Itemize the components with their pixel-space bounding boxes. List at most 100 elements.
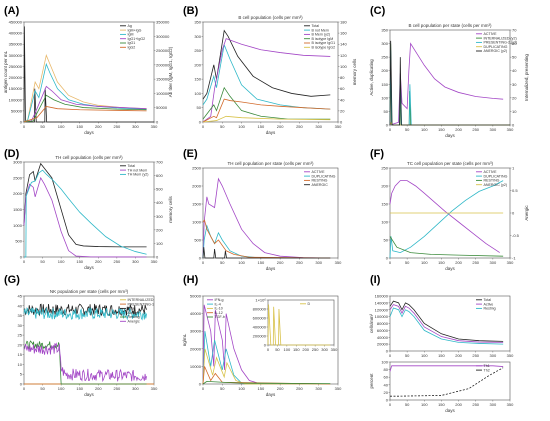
x-tick-label: 50 — [220, 124, 225, 129]
y-tick-label: 100000 — [375, 314, 389, 319]
x-axis-label: days — [445, 133, 455, 138]
series-line — [267, 304, 331, 346]
y-tick-label: 45 — [18, 294, 23, 299]
x-tick-label: 0 — [267, 347, 270, 352]
y2-tick-label: 0 — [512, 211, 515, 216]
series-line — [58, 344, 147, 385]
legend-label: Ag — [128, 24, 132, 28]
panel-label-i: (I) — [370, 274, 381, 286]
x-tick-label: 200 — [95, 124, 102, 129]
x-tick-label: 100 — [421, 127, 428, 132]
y2-tick-label: 300 — [156, 214, 163, 219]
y2-tick-label: 80 — [340, 75, 345, 80]
panel-label-c: (C) — [370, 5, 386, 17]
y-axis-label: Active, duplicating — [369, 59, 374, 96]
series-line — [23, 306, 147, 321]
x-tick-label: 0 — [23, 124, 26, 129]
y-tick-label: 1500 — [13, 207, 23, 212]
panel-label-d: (D) — [4, 148, 20, 160]
y2-tick-label: 350000 — [156, 20, 170, 25]
panel-c: B cell population per state (cells per m… — [369, 23, 529, 138]
y-tick-label: 250 — [194, 48, 201, 53]
series-line — [390, 367, 504, 397]
y-tick-label: 0 — [386, 349, 389, 354]
x-tick-label: 100 — [238, 260, 245, 265]
x-tick-label: 150 — [293, 347, 300, 352]
series-line — [23, 342, 147, 383]
chart-title: NK population per state (cells per mm³) — [50, 289, 129, 294]
x-tick-label: 150 — [76, 386, 83, 391]
y-tick-label: 150 — [381, 82, 388, 87]
x-axis-label: days — [445, 408, 455, 413]
y2-tick-label: 600 — [156, 173, 163, 178]
x-tick-label: 0 — [202, 124, 205, 129]
y-tick-label: 0 — [199, 382, 202, 387]
legend-label: IgM — [128, 33, 134, 37]
y-tick-label: 20000 — [377, 342, 389, 347]
y-tick-label: 200000 — [253, 334, 267, 339]
y2-tick-label: 200000 — [156, 62, 170, 67]
panel-a: 0500001000001500002000002500003000003500… — [3, 20, 173, 136]
y-tick-label: 150 — [381, 202, 388, 207]
x-tick-label: 0 — [202, 386, 205, 391]
y2-tick-label: -1 — [512, 256, 516, 261]
y-tick-label: 40000 — [377, 335, 389, 340]
x-tick-label: 150 — [438, 353, 445, 358]
legend-label: PRESENTING-2 (y2) — [484, 41, 518, 45]
legend-label: RESTING — [312, 179, 328, 183]
x-tick-label: 100 — [421, 260, 428, 265]
series-line — [389, 300, 504, 342]
series-line — [389, 180, 500, 253]
series-line — [202, 29, 331, 100]
y2-tick-label: 40 — [512, 68, 517, 73]
x-tick-label: 300 — [132, 259, 139, 264]
x-tick-label: 200 — [95, 386, 102, 391]
x-tick-label: 300 — [490, 402, 497, 407]
panel-e: TH cell population per state (cells per … — [192, 161, 342, 271]
legend-label: Total — [128, 164, 136, 168]
y2-tick-label: 1 — [512, 166, 515, 171]
y2-tick-label: 10 — [512, 109, 517, 114]
y2-tick-label: 100 — [156, 241, 163, 246]
y2-tick-label: 20 — [340, 108, 345, 113]
legend-label: Total — [484, 298, 492, 302]
x-tick-label: 150 — [76, 259, 83, 264]
x-tick-label: 350 — [507, 402, 514, 407]
x-tick-label: 250 — [114, 386, 121, 391]
y-tick-label: 600000 — [253, 316, 267, 321]
x-tick-label: 250 — [312, 347, 319, 352]
x-tick-label: 200 — [455, 127, 462, 132]
panels: 0500001000001500002000002500003000003500… — [3, 15, 529, 413]
legend-label: ACTIVE — [312, 170, 326, 174]
legend-label: IL-4 — [215, 302, 221, 306]
y-tick-label: 300 — [194, 34, 201, 39]
x-tick-label: 50 — [220, 260, 225, 265]
series-line — [389, 365, 504, 372]
series-line — [389, 180, 504, 259]
panel-b: B cell population (cells per mm³) 0 50 100 1… — [194, 15, 357, 135]
y-tick-label: 2000 — [13, 191, 23, 196]
x-tick-label: 50 — [405, 402, 410, 407]
x-tick-label: 150 — [258, 386, 265, 391]
x-tick-label: 350 — [151, 259, 158, 264]
y-tick-label: 20000 — [190, 346, 202, 351]
x-tick-label: 350 — [507, 127, 514, 132]
x-tick-label: 0 — [202, 260, 205, 265]
series-line — [202, 38, 331, 123]
y2-axis-label: memory cells — [168, 196, 173, 223]
x-tick-label: 350 — [507, 260, 514, 265]
x-tick-label: 0 — [23, 259, 26, 264]
x-tick-label: 150 — [258, 124, 265, 129]
plot-frame — [267, 299, 335, 346]
x-tick-label: 350 — [151, 124, 158, 129]
y-tick-label: 100 — [194, 91, 201, 96]
y2-tick-label: 400 — [156, 200, 163, 205]
y2-tick-label: 250000 — [156, 48, 170, 53]
x-tick-label: 200 — [277, 124, 284, 129]
x-tick-label: 100 — [421, 353, 428, 358]
panel-label-f: (F) — [370, 148, 384, 160]
series-line — [202, 366, 331, 385]
x-tick-label: 300 — [132, 124, 139, 129]
y-tick-label: 50000 — [190, 294, 202, 299]
y-tick-label: 300 — [381, 41, 388, 46]
